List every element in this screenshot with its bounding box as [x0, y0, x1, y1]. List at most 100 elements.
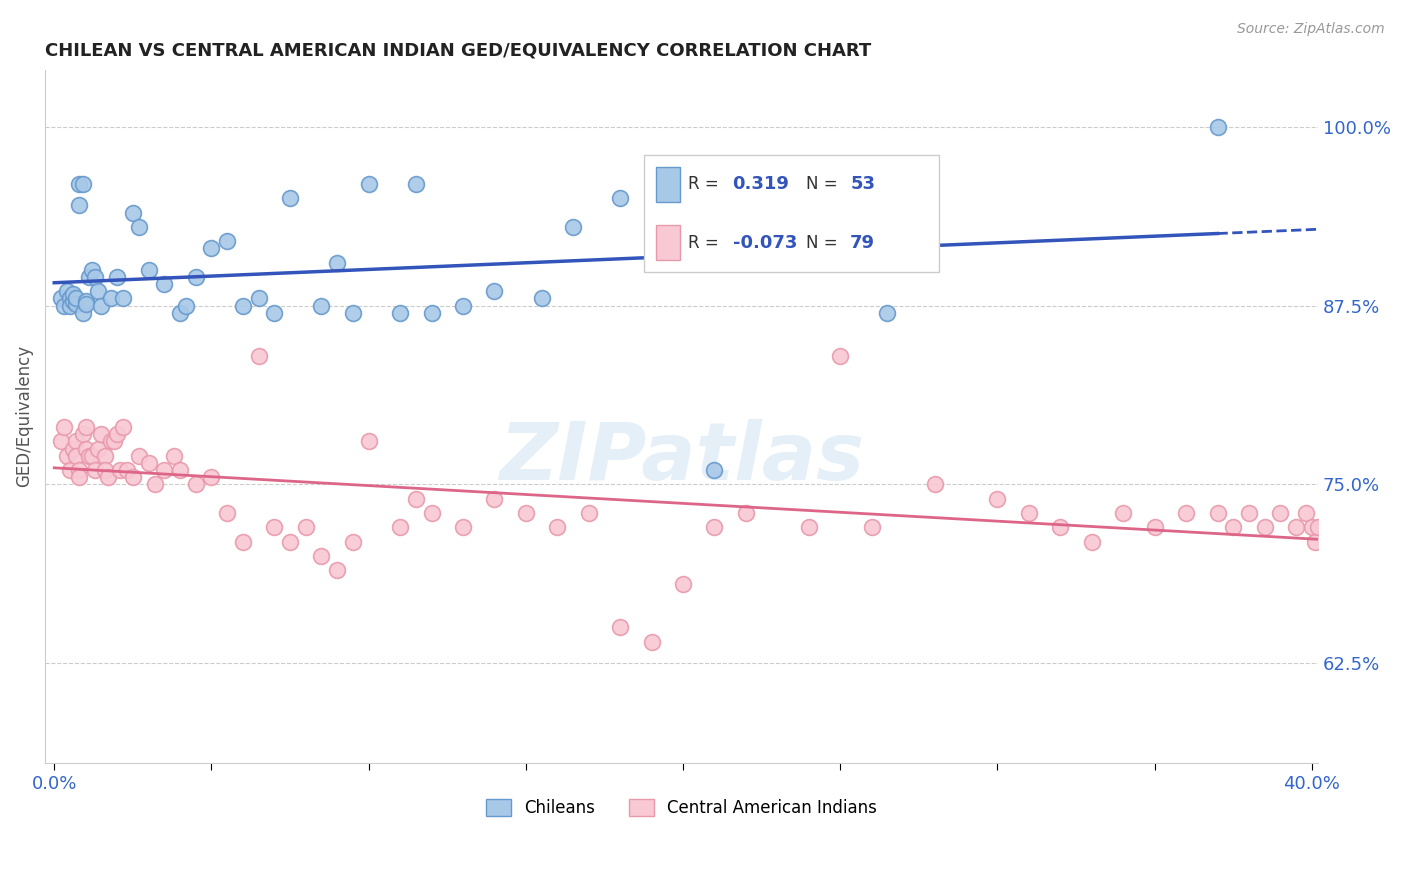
- Point: [357, 434, 380, 449]
- Point: [735, 506, 758, 520]
- Point: [153, 277, 176, 292]
- Point: [326, 563, 349, 577]
- Point: [128, 449, 150, 463]
- Point: [672, 577, 695, 591]
- Text: 53: 53: [851, 176, 876, 194]
- Point: [93, 463, 115, 477]
- Point: [103, 434, 125, 449]
- Point: [311, 549, 333, 563]
- Point: [232, 534, 254, 549]
- Point: [657, 177, 679, 191]
- Point: [1081, 534, 1104, 549]
- Point: [138, 262, 160, 277]
- Point: [75, 297, 97, 311]
- Point: [62, 294, 84, 309]
- Text: ZIPatlas: ZIPatlas: [499, 419, 863, 497]
- FancyBboxPatch shape: [644, 155, 939, 272]
- Point: [1049, 520, 1071, 534]
- Point: [174, 299, 197, 313]
- Point: [77, 449, 100, 463]
- Point: [75, 420, 97, 434]
- Point: [67, 463, 90, 477]
- Bar: [657, 225, 679, 260]
- Point: [169, 306, 191, 320]
- Point: [72, 306, 94, 320]
- Point: [62, 287, 84, 301]
- Point: [217, 506, 239, 520]
- Point: [420, 506, 443, 520]
- Point: [860, 520, 883, 534]
- Point: [1285, 520, 1308, 534]
- Point: [640, 634, 662, 648]
- Y-axis label: GED/Equivalency: GED/Equivalency: [15, 345, 32, 487]
- Point: [311, 299, 333, 313]
- Point: [121, 470, 143, 484]
- Point: [65, 292, 87, 306]
- Point: [105, 270, 128, 285]
- Point: [84, 463, 107, 477]
- Point: [100, 292, 122, 306]
- Point: [56, 285, 79, 299]
- Point: [986, 491, 1008, 506]
- Text: Source: ZipAtlas.com: Source: ZipAtlas.com: [1237, 22, 1385, 37]
- Point: [609, 191, 631, 205]
- Point: [77, 270, 100, 285]
- Text: R =: R =: [689, 176, 724, 194]
- Point: [1303, 534, 1326, 549]
- Point: [278, 191, 301, 205]
- Point: [56, 449, 79, 463]
- Point: [65, 434, 87, 449]
- Point: [75, 294, 97, 309]
- Point: [143, 477, 166, 491]
- Point: [200, 241, 222, 255]
- Point: [451, 520, 474, 534]
- Point: [1308, 520, 1330, 534]
- Point: [924, 477, 946, 491]
- Text: 0.319: 0.319: [733, 176, 789, 194]
- Point: [90, 299, 112, 313]
- Point: [609, 620, 631, 634]
- Point: [153, 463, 176, 477]
- Point: [49, 434, 72, 449]
- Point: [52, 299, 75, 313]
- Point: [703, 463, 725, 477]
- Point: [530, 292, 553, 306]
- Point: [93, 449, 115, 463]
- Point: [1237, 506, 1260, 520]
- Point: [578, 506, 600, 520]
- Point: [703, 520, 725, 534]
- Point: [1206, 506, 1229, 520]
- Point: [389, 306, 412, 320]
- Point: [562, 219, 585, 234]
- Text: -0.073: -0.073: [733, 234, 797, 252]
- Point: [232, 299, 254, 313]
- Point: [105, 427, 128, 442]
- Point: [67, 198, 90, 212]
- Point: [112, 420, 135, 434]
- Point: [87, 285, 110, 299]
- Point: [1295, 506, 1317, 520]
- Point: [49, 292, 72, 306]
- Point: [797, 520, 820, 534]
- Text: 79: 79: [851, 234, 876, 252]
- Point: [110, 463, 132, 477]
- Point: [389, 520, 412, 534]
- Point: [52, 420, 75, 434]
- Text: N =: N =: [806, 234, 844, 252]
- Point: [278, 534, 301, 549]
- Point: [342, 534, 364, 549]
- Point: [1301, 520, 1323, 534]
- Point: [115, 463, 138, 477]
- Point: [59, 292, 82, 306]
- Point: [876, 306, 898, 320]
- Point: [169, 463, 191, 477]
- Point: [72, 177, 94, 191]
- Point: [405, 491, 427, 506]
- Point: [1270, 506, 1292, 520]
- Point: [1112, 506, 1135, 520]
- Point: [184, 477, 207, 491]
- Point: [357, 177, 380, 191]
- Point: [67, 177, 90, 191]
- Point: [59, 463, 82, 477]
- Point: [484, 285, 506, 299]
